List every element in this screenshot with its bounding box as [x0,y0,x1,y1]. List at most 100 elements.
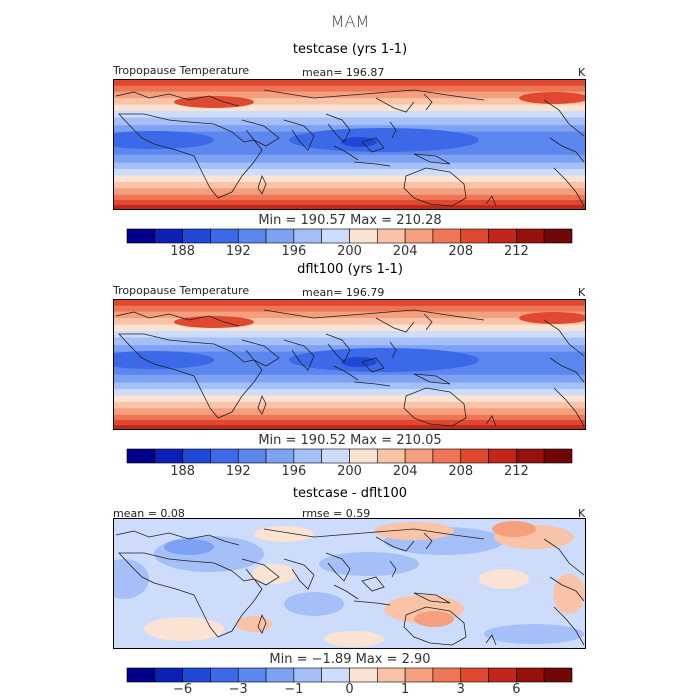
colorbar-box [293,228,322,244]
variable-label: Tropopause Temperature [113,284,250,297]
mean-label: mean= 196.79 [302,286,385,299]
colorbar-box [210,228,239,244]
contour-band [114,374,585,384]
coastline-path [283,339,315,371]
units-label: K [578,66,586,79]
contour-band [114,188,585,196]
colorbar-tick-label: 200 [337,244,362,259]
contour-band [114,395,585,403]
contour-band [484,624,584,644]
colorbar-box [516,228,545,244]
colorbar-box [321,667,350,683]
coastline-path [485,634,497,646]
contour-band [164,539,214,555]
contour-band [114,98,585,106]
colorbar-tick-label: 196 [281,464,307,479]
colorbar-tick-label: 192 [225,464,251,479]
colorbar-box [321,448,350,464]
colorbar-box [488,228,517,244]
colorbar-box [265,667,295,683]
panel-title: dflt100 (yrs 1-1) [297,262,403,277]
coastline-path [553,606,585,646]
contour-band [114,324,585,332]
colorbar-tick-label: 188 [170,464,196,479]
map-dflt100 [113,299,586,430]
colorbar-box [154,667,183,683]
colorbar-box [404,667,434,683]
colorbar-tick-label: −3 [228,682,248,697]
contour-band [144,617,224,641]
map-svg [114,519,585,648]
min-max-label: Min = 190.57 Max = 210.28 [258,213,442,228]
colorbar-tick-label: 204 [392,244,418,259]
contour-band [114,110,585,119]
contour-band [114,194,585,201]
contour-band [114,401,585,409]
coastline-path [543,319,585,383]
map-svg [114,80,585,209]
contour-band [114,330,585,339]
contour-band [479,569,529,589]
coastline-path [257,613,267,634]
contour-band [114,175,585,183]
contour-band [374,522,454,540]
colorbar-box [265,448,295,464]
units-label: K [578,507,586,520]
contour-band [114,181,585,189]
panel-title: testcase - dflt100 [292,486,408,501]
colorbar-tick-label: 204 [392,464,418,479]
coastline-path [263,309,485,321]
colorbar-box [404,448,434,464]
colorbar-box [377,228,406,244]
colorbar-tick-label: −1 [284,682,304,697]
colorbar-box [432,228,462,244]
colorbar-box [543,228,573,244]
coastline-path [403,606,467,646]
coastline-path [115,91,240,107]
coastline-path [389,341,397,359]
contour-band [114,425,585,429]
map-svg [114,300,585,429]
colorbar-box [488,448,517,464]
coastline-path [375,532,433,552]
coastline-path [257,394,267,415]
coastline-path [389,121,397,139]
colorbar-box [488,667,517,683]
colorbar-box [237,448,267,464]
colorbar-tick-label: 0 [345,682,354,697]
contour-band [414,611,454,627]
colorbar-box [154,448,183,464]
colorbar-tick-label: 208 [448,244,474,259]
contour-band [114,169,585,177]
colorbar-box [293,448,322,464]
contour-band [114,154,585,164]
contour-band [114,199,585,206]
coastline-path [257,174,267,195]
contour-band [114,345,585,353]
colorbar-box [154,228,183,244]
colorbar-box [432,448,462,464]
colorbar-box [377,667,406,683]
colorbar-box [349,228,378,244]
colorbar-tick-label: 212 [503,464,529,479]
coastline-path [241,339,280,367]
coastline-path [553,167,585,207]
contour-band [519,312,585,324]
coastline-path [115,311,240,327]
colorbar-box [126,228,156,244]
coastline-path [389,560,397,578]
map-difference [113,518,586,649]
contour-band [341,357,377,367]
coastline-path [333,576,451,606]
colorbar-ticks: 188 192 196 200 204 208 212 [127,464,572,480]
coastline-path [325,333,351,363]
contour-band [284,592,344,616]
colorbar-box [349,667,378,683]
contour-band [114,205,585,209]
units-label: K [578,286,586,299]
mean-label: mean= 196.87 [302,66,385,79]
colorbar-box [126,448,156,464]
contour-band [114,117,585,126]
coastline-path [553,387,585,427]
colorbar-ticks: 188 192 196 200 204 208 212 [127,244,572,260]
